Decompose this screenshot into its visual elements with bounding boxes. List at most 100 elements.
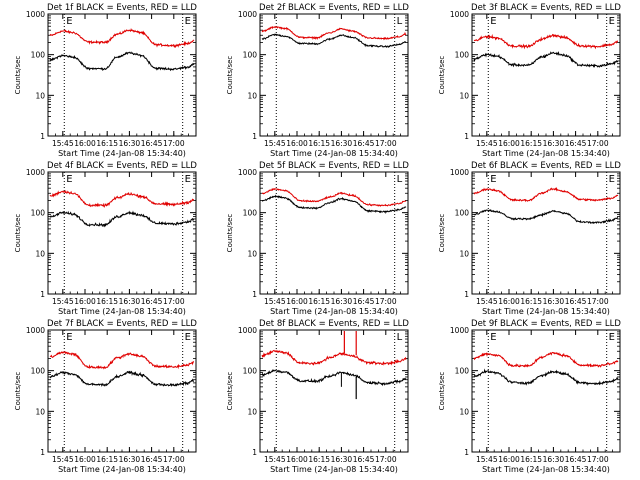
x-axis-label: Start Time (24-Jan-08 15:34:40) (270, 307, 398, 316)
x-tick-label: 16:15 (96, 455, 118, 464)
time-marker-label: L (397, 332, 403, 343)
x-tick-label: 16:15 (96, 297, 118, 306)
time-marker-label: E (609, 332, 615, 343)
detector-panel-4: Det 4f BLACK = Events, RED = LLD 1 10 100 10… (14, 161, 197, 316)
y-tick-label: 10 (247, 91, 257, 100)
y-axis-label: Counts/sec (14, 56, 22, 95)
y-tick-label: 100 (455, 367, 470, 376)
events-series-line (49, 210, 195, 228)
y-tick-label: 10 (459, 407, 469, 416)
x-tick-label: 16:45 (141, 139, 163, 148)
events-series-line (49, 51, 195, 72)
y-tick-label: 100 (31, 209, 46, 218)
y-tick-label: 1000 (450, 326, 469, 335)
x-tick-label: 16:45 (141, 455, 163, 464)
x-tick-label: 16:00 (286, 455, 308, 464)
y-tick-label: 10 (35, 249, 45, 258)
x-tick-label: 17:00 (587, 297, 609, 306)
detector-panel-1: Det 1f BLACK = Events, RED = LLD 1 10 100 10… (14, 3, 197, 158)
y-tick-label: 1000 (450, 168, 469, 177)
x-tick-label: 15:45 (476, 139, 498, 148)
y-tick-label: 1000 (238, 10, 257, 19)
x-tick-label: 16:30 (331, 455, 353, 464)
y-tick-label: 10 (247, 407, 257, 416)
events-series-line (262, 194, 407, 214)
x-tick-label: 16:15 (96, 139, 118, 148)
y-tick-label: 10 (247, 249, 257, 258)
x-tick-label: 15:45 (52, 139, 74, 148)
events-series-line (473, 50, 619, 68)
x-axis-label: Start Time (24-Jan-08 15:34:40) (58, 465, 186, 474)
x-tick-label: 17:00 (375, 297, 397, 306)
plot-frame (471, 13, 621, 137)
y-tick-label: 1000 (238, 168, 257, 177)
x-tick-label: 16:45 (565, 455, 587, 464)
panel-title: Det 4f BLACK = Events, RED = LLD (47, 161, 197, 171)
time-marker-label: E (490, 174, 496, 185)
x-tick-label: 16:00 (286, 139, 308, 148)
detector-panel-3: Det 3f BLACK = Events, RED = LLD 1 10 100 10… (438, 3, 621, 158)
x-axis-label: Start Time (24-Jan-08 15:34:40) (58, 307, 186, 316)
x-tick-label: 16:15 (308, 455, 330, 464)
x-axis-label: Start Time (24-Jan-08 15:34:40) (482, 149, 610, 158)
lld-series-line (473, 186, 619, 203)
y-tick-label: 10 (459, 91, 469, 100)
panel-title: Det 3f BLACK = Events, RED = LLD (471, 3, 621, 13)
events-series-line (49, 370, 194, 387)
time-marker-label: L (397, 16, 403, 27)
x-tick-label: 16:15 (308, 139, 330, 148)
x-tick-label: 16:00 (74, 297, 96, 306)
y-axis-label: Counts/sec (438, 56, 446, 95)
lld-series-line (473, 33, 618, 50)
y-axis-label: Counts/sec (438, 372, 446, 411)
events-series-line (261, 369, 407, 387)
lld-series-line (49, 189, 195, 208)
lld-series-line (261, 26, 407, 41)
x-tick-label: 16:15 (520, 455, 542, 464)
panel-title: Det 7f BLACK = Events, RED = LLD (47, 319, 197, 329)
y-tick-label: 1 (464, 448, 469, 457)
x-tick-label: 16:45 (353, 297, 375, 306)
plot-frame (47, 329, 197, 453)
panel-title: Det 8f BLACK = Events, RED = LLD (259, 319, 409, 329)
x-tick-label: 16:30 (119, 139, 141, 148)
y-tick-label: 100 (243, 209, 258, 218)
lld-series-line (473, 351, 619, 368)
events-series-line (261, 33, 407, 49)
time-marker-label: E (185, 174, 191, 185)
y-tick-label: 10 (459, 249, 469, 258)
x-tick-label: 16:30 (331, 297, 353, 306)
x-tick-label: 16:45 (565, 297, 587, 306)
x-tick-label: 16:15 (308, 297, 330, 306)
time-marker-label: E (490, 332, 496, 343)
x-tick-label: 17:00 (587, 455, 609, 464)
y-tick-label: 1000 (238, 326, 257, 335)
x-tick-label: 16:30 (543, 297, 565, 306)
x-tick-label: 16:00 (498, 297, 520, 306)
lld-series-line (261, 349, 407, 366)
x-tick-label: 16:00 (286, 297, 308, 306)
time-marker-label: L (397, 174, 403, 185)
y-tick-label: 1 (252, 448, 257, 457)
panel-title: Det 2f BLACK = Events, RED = LLD (259, 3, 409, 13)
x-tick-label: 16:30 (119, 455, 141, 464)
x-tick-label: 15:45 (476, 297, 498, 306)
panel-title: Det 9f BLACK = Events, RED = LLD (471, 319, 621, 329)
y-tick-label: 1 (252, 132, 257, 141)
y-tick-label: 100 (31, 51, 46, 60)
x-axis-label: Start Time (24-Jan-08 15:34:40) (270, 149, 398, 158)
y-tick-label: 1000 (26, 326, 45, 335)
y-axis-label: Counts/sec (438, 214, 446, 253)
x-tick-label: 15:45 (52, 455, 74, 464)
y-axis-label: Counts/sec (14, 372, 22, 411)
time-marker-label: E (609, 16, 615, 27)
x-tick-label: 16:30 (331, 139, 353, 148)
time-marker-label: E (66, 174, 72, 185)
events-series-line (473, 208, 619, 225)
x-tick-label: 16:30 (119, 297, 141, 306)
y-axis-label: Counts/sec (226, 372, 234, 411)
plot-frame (47, 171, 197, 295)
y-tick-label: 100 (31, 367, 46, 376)
x-tick-label: 15:45 (52, 297, 74, 306)
